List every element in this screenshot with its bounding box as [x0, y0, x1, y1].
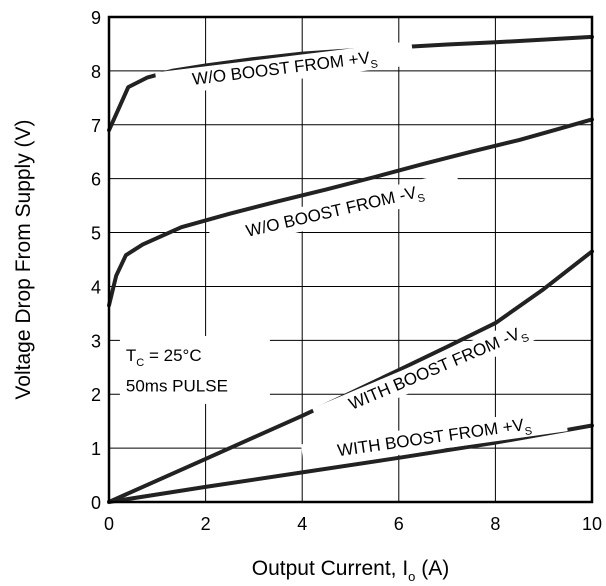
y-axis-label: Voltage Drop From Supply (V)	[12, 119, 35, 399]
series-line-1	[107, 34, 594, 133]
curve-label-2: W/O BOOST FROM -VS	[208, 171, 462, 252]
x-tick-label: 10	[582, 514, 602, 534]
y-tick-label: 7	[91, 116, 101, 136]
curve-label-background	[208, 171, 462, 252]
curve-labels: W/O BOOST FROM +VS W/O BOOST FROM -VS WITH…	[155, 41, 568, 469]
y-tick-label: 0	[91, 493, 101, 513]
y-tick-label: 4	[91, 277, 101, 297]
note-background	[119, 336, 270, 404]
series-line-4	[107, 423, 594, 504]
curve-label-text: WITH BOOST FROM -VS	[346, 322, 531, 418]
curve-label-background	[312, 305, 564, 431]
y-tick-label: 9	[91, 8, 101, 28]
x-tick-label: 4	[297, 514, 307, 534]
tick-labels: 0 2 4 6 8 10 0 1 2 3 4 5 6 7 8 9	[91, 8, 602, 534]
note-temperature: TC = 25°C	[126, 346, 202, 369]
y-tick-label: 5	[91, 224, 101, 244]
x-axis-label: Output Current, Io (A)	[252, 557, 449, 584]
axis-labels: Output Current, Io (A) Voltage Drop From …	[12, 119, 449, 584]
note-pulse: 50ms PULSE	[126, 377, 228, 396]
series-line-2	[107, 117, 594, 308]
curve-label-3: WITH BOOST FROM -VS	[312, 305, 564, 431]
x-tick-label: 6	[394, 514, 404, 534]
curve-label-1: W/O BOOST FROM +VS	[155, 41, 415, 97]
x-tick-label: 2	[201, 514, 211, 534]
y-tick-label: 1	[91, 439, 101, 459]
curve-label-background	[155, 41, 415, 97]
x-tick-label: 8	[490, 514, 500, 534]
x-tick-label: 0	[104, 514, 114, 534]
curve-label-background	[300, 407, 568, 469]
y-tick-label: 6	[91, 170, 101, 190]
y-tick-label: 8	[91, 62, 101, 82]
conditions-note: TC = 25°C 50ms PULSE	[119, 336, 270, 404]
plot-frame	[107, 15, 594, 504]
y-tick-label: 2	[91, 385, 101, 405]
series-lines	[107, 34, 594, 504]
y-tick-label: 3	[91, 331, 101, 351]
